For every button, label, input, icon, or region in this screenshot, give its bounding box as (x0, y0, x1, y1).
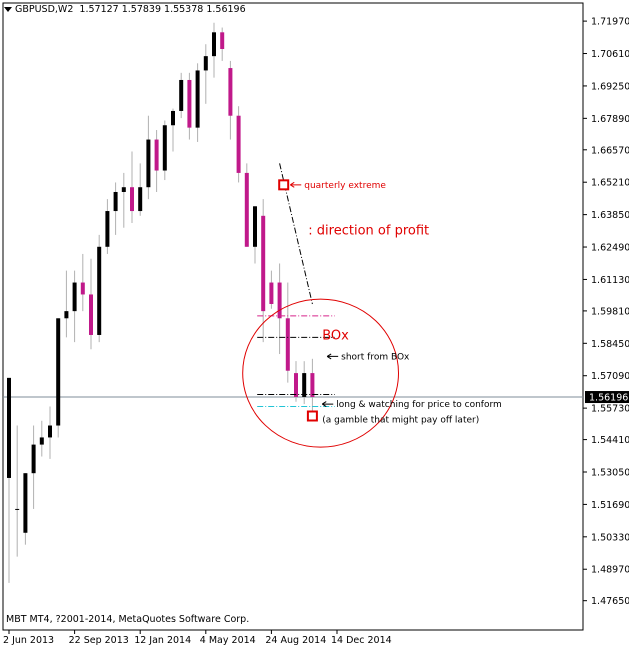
candle-bear (310, 373, 315, 397)
highlight-circle (242, 298, 400, 448)
chart-ohlc: 1.57127 1.57839 1.55378 1.56196 (79, 4, 246, 15)
candle-bear (220, 32, 225, 49)
candle-bull (203, 56, 208, 71)
dropdown-triangle-icon (4, 7, 12, 12)
y-tick-label: 1.67890 (591, 114, 629, 125)
y-tick-label: 1.62490 (591, 243, 629, 254)
y-tick-label: 1.50330 (591, 532, 629, 543)
candle-bear (187, 79, 192, 128)
y-tick-label: 1.55730 (591, 404, 629, 415)
x-tick-label: 24 Aug 2014 (265, 635, 326, 646)
candle-bull (15, 508, 20, 510)
y-tick-label: 1.71970 (591, 17, 629, 28)
candle-bull (121, 187, 126, 192)
y-tick-label: 1.63850 (591, 210, 629, 221)
copyright-note: MBT MT4, ?2001-2014, MetaQuotes Software… (6, 614, 250, 625)
current-price-label: 1.56196 (589, 393, 628, 404)
y-tick-label: 1.51690 (591, 500, 629, 511)
y-tick-label: 1.66570 (591, 145, 629, 156)
annotation-text: long & watching for price to conform (336, 400, 502, 410)
y-tick-label: 1.47650 (591, 596, 629, 607)
candle-bull (162, 125, 167, 171)
candle-bull (179, 79, 184, 111)
y-tick-label: 1.70610 (591, 49, 629, 60)
candle-bull (31, 444, 36, 474)
candle-bull (302, 373, 307, 397)
candle-bear (154, 139, 159, 171)
x-tick-label: 2 Jun 2013 (3, 635, 54, 646)
candle-bull (171, 110, 175, 126)
candle-bear (285, 318, 290, 371)
candle-bear (236, 115, 241, 173)
candle-bear (294, 373, 298, 397)
candle-bull (146, 139, 151, 188)
chart-title: GBPUSD,W2 (15, 4, 74, 15)
candle-bull (56, 318, 61, 426)
annotation-text: (a gamble that might pay off later) (322, 416, 479, 426)
candle-bear (269, 282, 274, 304)
candle-bull (105, 211, 110, 247)
x-tick-label: 22 Sep 2013 (69, 635, 129, 646)
annotation-arrow-icon (289, 181, 302, 188)
annotation-arrow-icon (326, 353, 339, 360)
candle-bull (64, 311, 69, 319)
annotation-text: : direction of profit (308, 224, 429, 239)
candle-bear (244, 172, 249, 247)
candle-bull (138, 187, 143, 212)
y-tick-label: 1.59810 (591, 306, 629, 317)
candle-bear (130, 187, 134, 212)
y-tick-label: 1.57090 (591, 371, 629, 382)
annotation-text: short from BOx (341, 353, 410, 363)
annotation-arrow-icon (321, 401, 334, 408)
current-price-badge (585, 391, 629, 404)
square-marker (278, 179, 290, 191)
candle-bull (7, 377, 11, 478)
candle-bull (113, 191, 118, 212)
y-tick-label: 1.61130 (591, 275, 629, 286)
y-tick-label: 1.65210 (591, 178, 629, 189)
candle-bull (253, 206, 257, 247)
plot-frame (2, 2, 584, 631)
chart-header: GBPUSD,W2 1.57127 1.57839 1.55378 1.5619… (4, 4, 246, 15)
y-tick-label: 1.58450 (591, 339, 629, 350)
candle-bear (261, 215, 266, 312)
candle-bull (39, 437, 44, 445)
y-tick-label: 1.53050 (591, 467, 629, 478)
candle-bull (212, 32, 216, 57)
candle-bull (48, 425, 52, 438)
candle-bull (23, 473, 28, 533)
candle-bull (195, 70, 200, 128)
y-tick-label: 1.54410 (591, 435, 629, 446)
candle-bull (97, 246, 102, 335)
x-tick-label: 4 May 2014 (200, 635, 256, 646)
candle-bear (89, 294, 93, 335)
candle-bull (72, 282, 77, 312)
annotation-text: quarterly extreme (304, 181, 386, 191)
y-tick-label: 1.69250 (591, 81, 629, 92)
candle-bear (228, 68, 233, 116)
annotation-text: BOx (322, 329, 349, 344)
candle-bear (277, 282, 282, 319)
y-tick-label: 1.48970 (591, 565, 629, 576)
x-tick-label: 14 Dec 2014 (331, 635, 392, 646)
x-tick-label: 12 Jan 2014 (134, 635, 191, 646)
candle-bear (80, 282, 85, 295)
square-marker (306, 410, 318, 422)
